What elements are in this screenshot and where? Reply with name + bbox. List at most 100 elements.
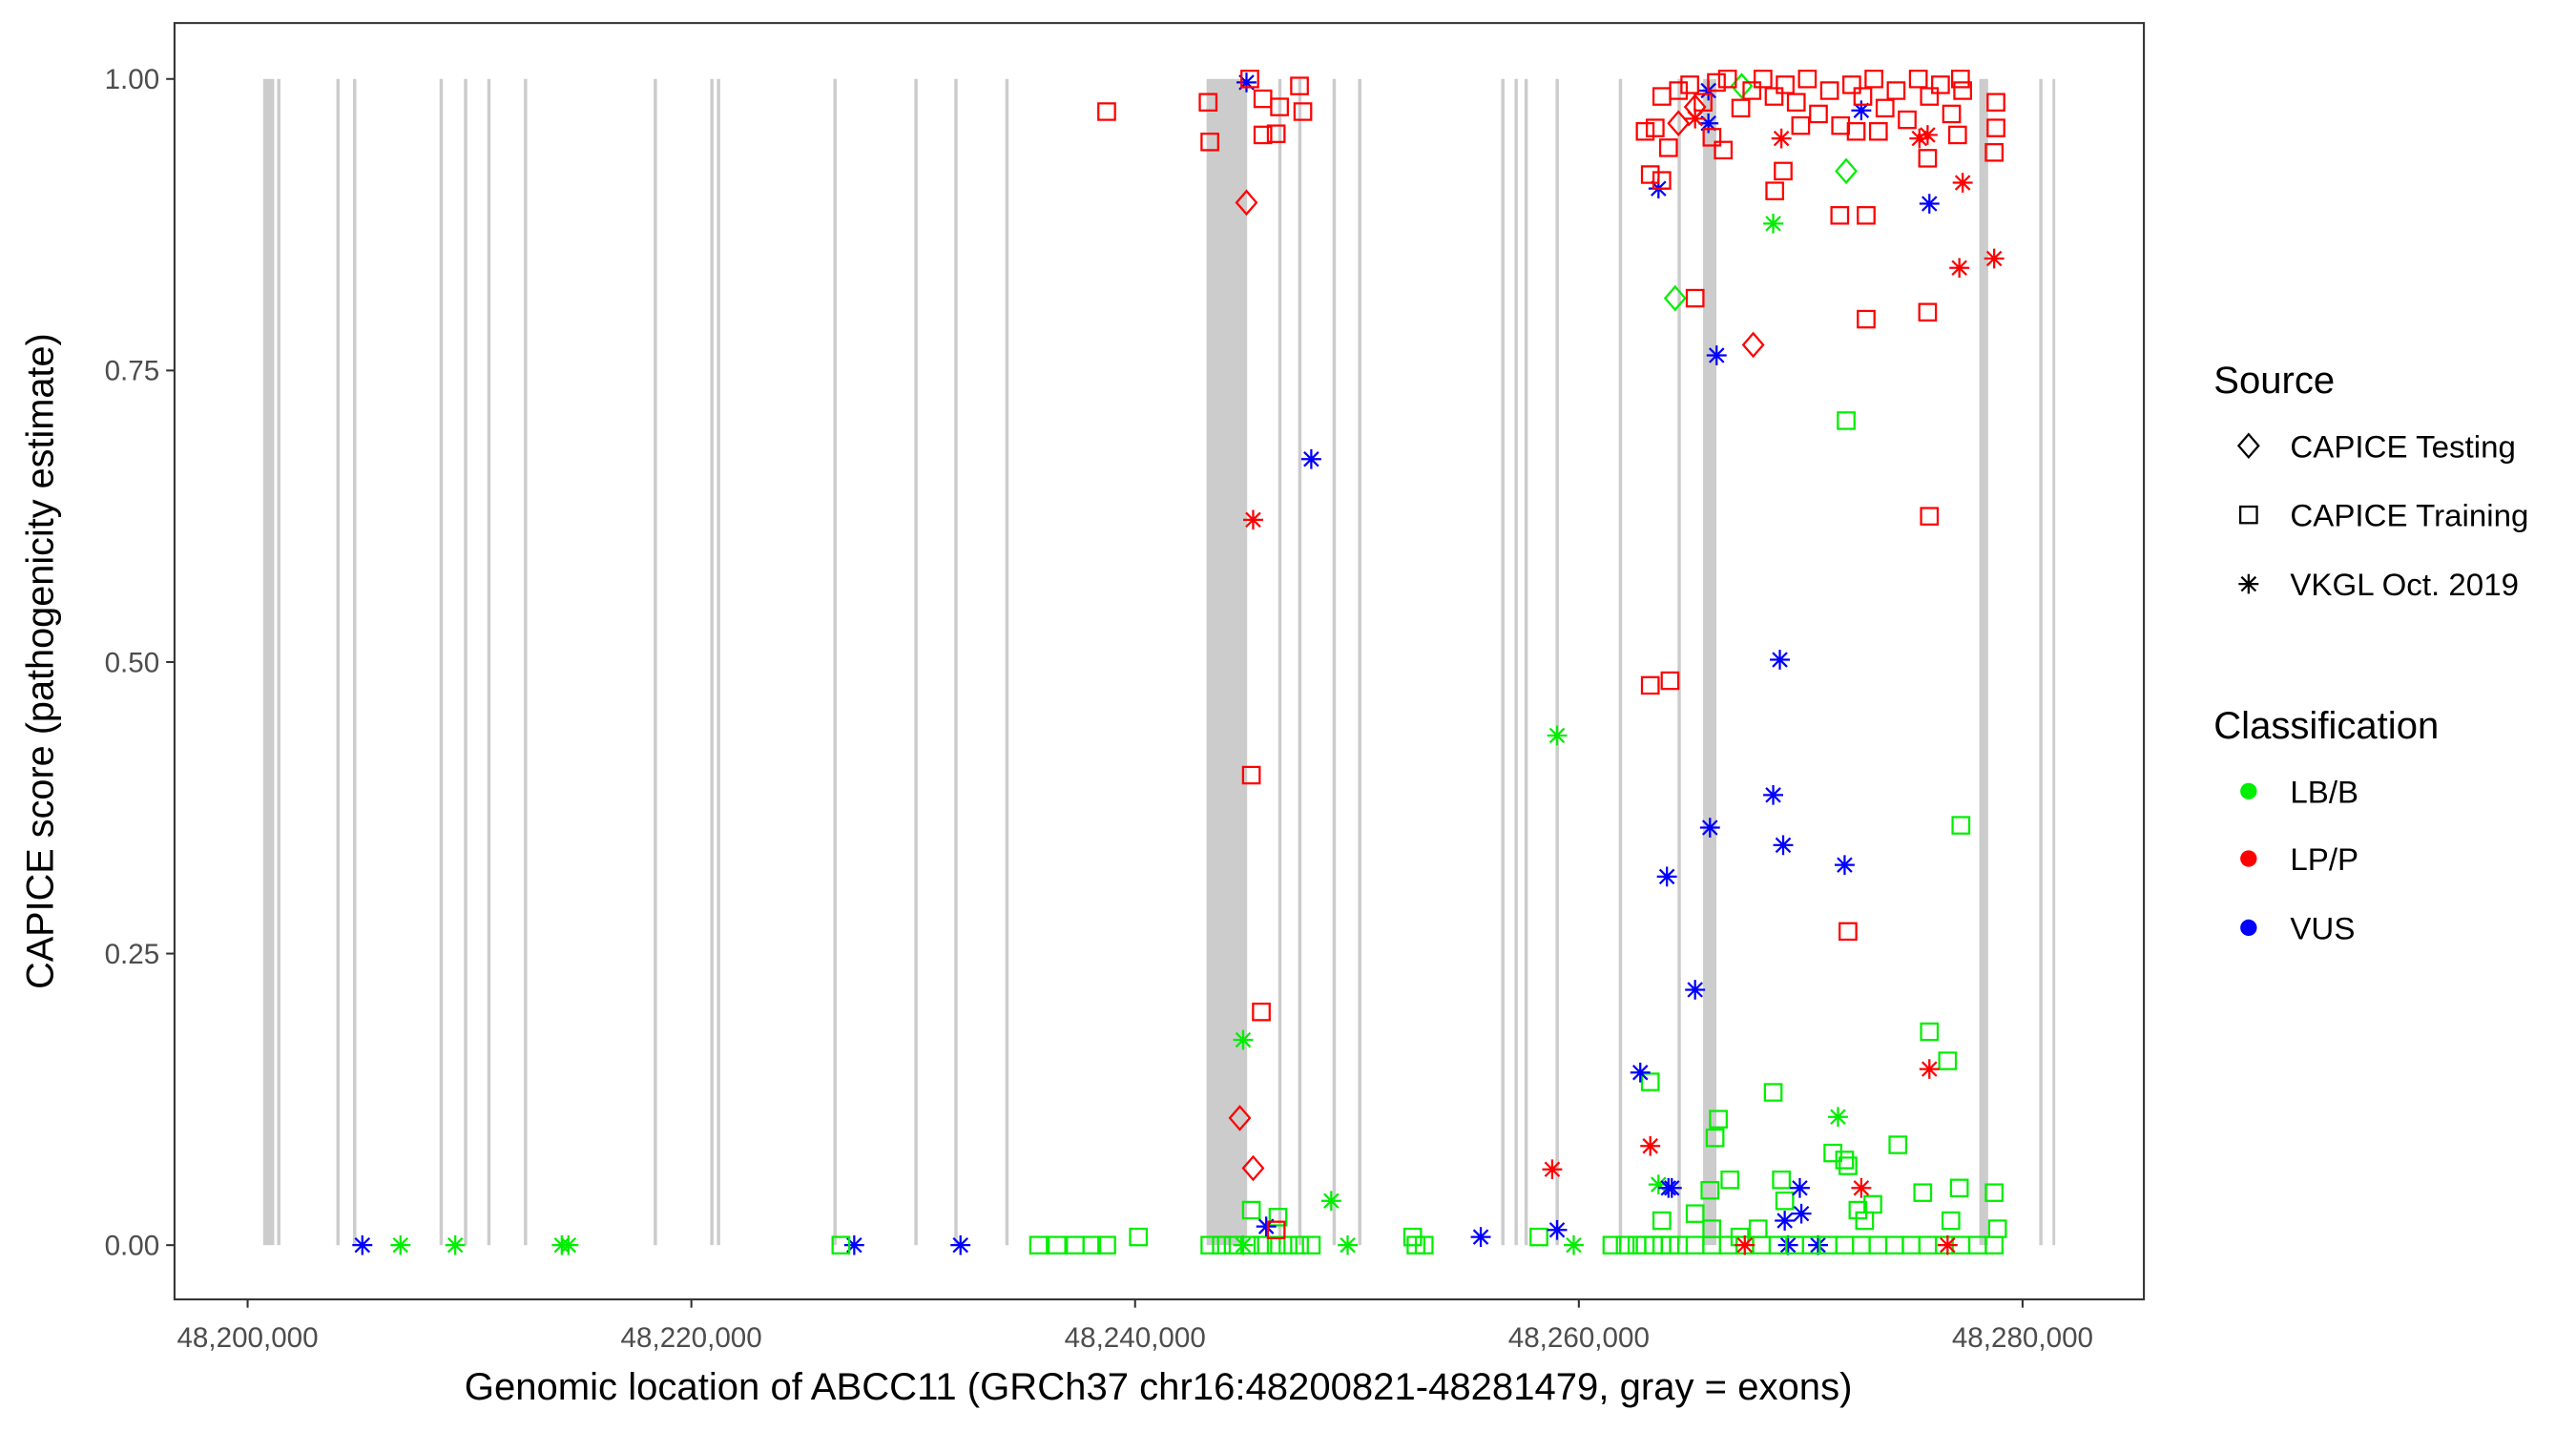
asterisk-marker bbox=[1640, 1135, 1661, 1156]
data-point bbox=[1777, 1234, 1798, 1255]
legend-class-title: Classification bbox=[2213, 705, 2439, 747]
square-marker bbox=[831, 1235, 851, 1255]
square-marker bbox=[1763, 1083, 1783, 1102]
data-point bbox=[1200, 133, 1219, 152]
square-marker bbox=[1918, 302, 1938, 321]
data-point bbox=[1241, 1154, 1265, 1182]
data-point bbox=[1212, 1235, 1232, 1255]
data-point bbox=[1730, 73, 1754, 99]
square-marker bbox=[1615, 1235, 1635, 1255]
x-tick-label: 48,220,000 bbox=[621, 1322, 762, 1354]
asterisk-marker bbox=[1699, 818, 1720, 838]
data-point bbox=[1888, 1135, 1908, 1154]
asterisk-marker bbox=[1775, 1211, 1796, 1231]
asterisk-marker bbox=[843, 1234, 864, 1255]
exon-bands bbox=[262, 78, 2056, 1246]
data-point bbox=[1920, 87, 1940, 106]
square-marker bbox=[1097, 1235, 1116, 1255]
data-point bbox=[1909, 128, 1930, 149]
data-point bbox=[1702, 128, 1722, 147]
legend-source-label: VKGL Oct. 2019 bbox=[2290, 567, 2519, 602]
data-point bbox=[1253, 89, 1273, 109]
data-point bbox=[1986, 93, 2005, 112]
data-point bbox=[1941, 1211, 1961, 1231]
data-point bbox=[352, 1234, 373, 1255]
data-point bbox=[1685, 288, 1705, 308]
data-point bbox=[445, 1234, 466, 1255]
data-point bbox=[1949, 1178, 1969, 1198]
asterisk-marker bbox=[1256, 1216, 1277, 1236]
diamond-marker bbox=[1741, 331, 1765, 359]
asterisk-marker bbox=[1470, 1227, 1491, 1247]
data-point bbox=[1984, 143, 2005, 162]
exon-band bbox=[524, 78, 528, 1246]
data-point bbox=[1857, 309, 1876, 329]
data-point bbox=[1920, 507, 1940, 526]
square-marker bbox=[1942, 104, 1962, 124]
square-marker bbox=[1097, 102, 1116, 121]
data-point bbox=[1241, 765, 1261, 785]
asterisk-marker bbox=[1919, 1059, 1940, 1079]
square-marker bbox=[1293, 102, 1313, 121]
asterisk-marker bbox=[1851, 100, 1872, 121]
square-marker bbox=[1835, 1235, 1855, 1255]
legend-class-key bbox=[2240, 850, 2257, 867]
square-marker bbox=[1986, 93, 2005, 112]
square-marker bbox=[1290, 1235, 1309, 1255]
square-marker bbox=[1913, 1183, 1933, 1202]
data-point bbox=[1685, 1235, 1705, 1255]
square-marker bbox=[1938, 1051, 1958, 1070]
square-marker bbox=[1290, 76, 1309, 95]
exon-band bbox=[954, 78, 958, 1246]
legend-source-key bbox=[2238, 573, 2259, 594]
data-point bbox=[1735, 1234, 1755, 1255]
data-point bbox=[1235, 189, 1258, 217]
data-point bbox=[1913, 1183, 1933, 1202]
data-point bbox=[1855, 1211, 1875, 1231]
data-point bbox=[1742, 81, 1762, 100]
data-point bbox=[1683, 93, 1707, 120]
data-point bbox=[1947, 125, 1967, 145]
data-point bbox=[1835, 1235, 1855, 1255]
exon-band bbox=[2039, 78, 2043, 1246]
data-point bbox=[1776, 75, 1795, 94]
exon-band bbox=[1005, 78, 1009, 1246]
square-marker bbox=[1714, 140, 1734, 160]
x-tick-label: 48,280,000 bbox=[1952, 1322, 2093, 1354]
data-point bbox=[1667, 110, 1691, 137]
data-point bbox=[1602, 1235, 1622, 1255]
square-marker bbox=[1765, 181, 1785, 200]
exon-band bbox=[1501, 78, 1505, 1246]
data-point bbox=[1256, 1216, 1277, 1236]
data-point bbox=[1908, 70, 1928, 89]
square-marker bbox=[1652, 171, 1672, 190]
data-point bbox=[1791, 1203, 1812, 1224]
data-point bbox=[1808, 1234, 1828, 1255]
square-marker bbox=[1707, 73, 1726, 93]
square-marker bbox=[1797, 70, 1818, 89]
square-marker bbox=[1951, 816, 1971, 835]
data-point bbox=[1240, 1235, 1259, 1255]
data-point bbox=[1706, 345, 1727, 365]
square-marker bbox=[1830, 206, 1850, 225]
square-marker bbox=[1705, 1128, 1725, 1148]
square-marker bbox=[1645, 118, 1665, 137]
data-point bbox=[1864, 70, 1883, 89]
square-marker bbox=[1855, 1211, 1875, 1231]
square-marker bbox=[1717, 70, 1737, 89]
data-point bbox=[558, 1234, 579, 1255]
data-point bbox=[1640, 675, 1660, 695]
square-marker bbox=[1901, 1235, 1922, 1255]
square-marker bbox=[1868, 122, 1888, 141]
data-point bbox=[1266, 124, 1286, 143]
data-point bbox=[1839, 1156, 1858, 1175]
data-point bbox=[1700, 1180, 1720, 1200]
exon-band bbox=[1618, 78, 1623, 1246]
data-point bbox=[1984, 1183, 2005, 1202]
data-point bbox=[1198, 93, 1218, 112]
square-marker bbox=[1731, 98, 1751, 118]
data-point bbox=[1300, 448, 1321, 469]
square-marker bbox=[1987, 1219, 2007, 1238]
square-marker bbox=[1240, 1235, 1259, 1255]
